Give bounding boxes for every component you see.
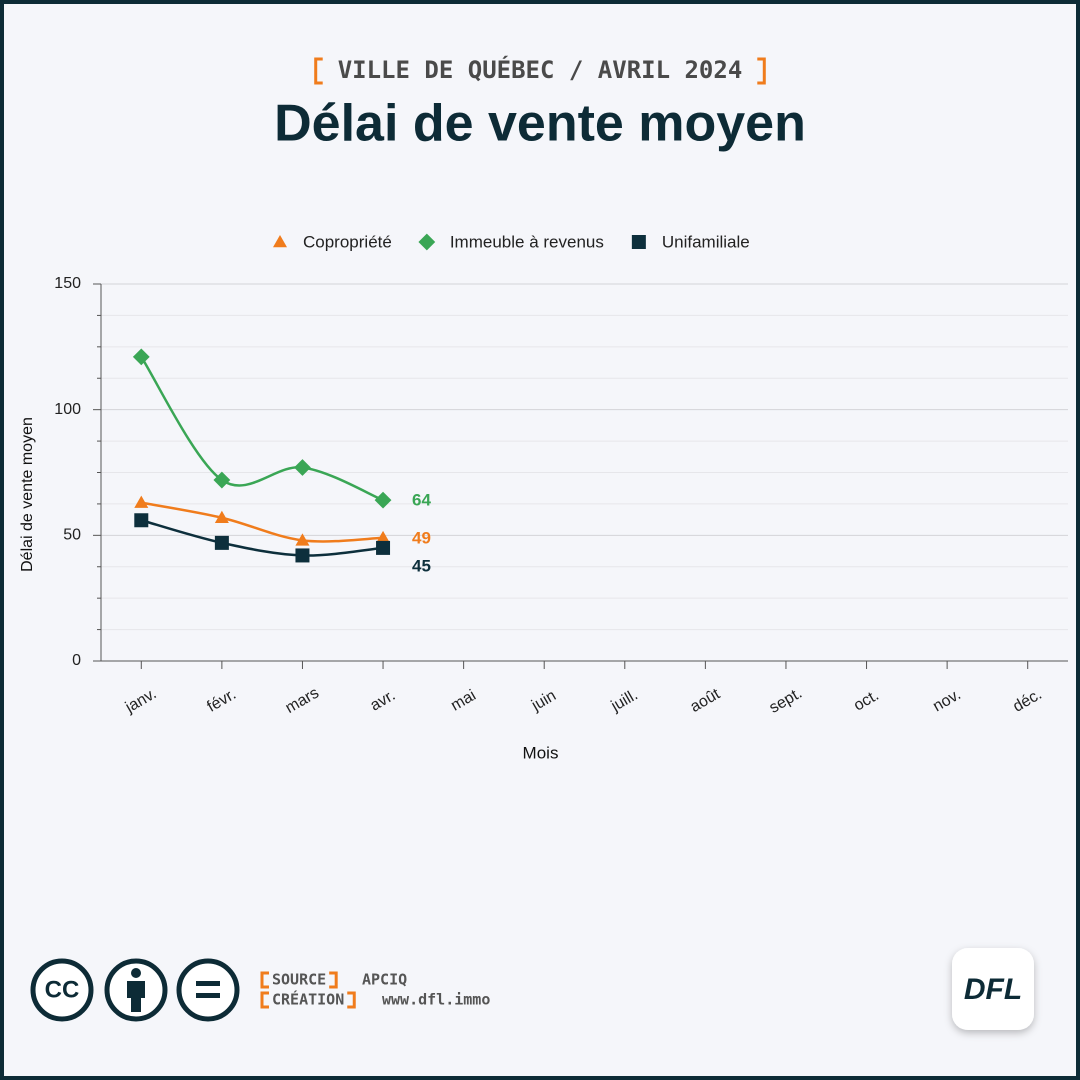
series-line [140, 356, 384, 502]
legend-label: Copropriété [303, 232, 392, 251]
marker [132, 348, 150, 366]
y-tick-label: 0 [72, 652, 81, 669]
marker [134, 513, 149, 528]
cc-text: CC [45, 976, 80, 1003]
series-line [141, 501, 384, 543]
marker [418, 233, 436, 251]
bracket [347, 991, 356, 1009]
background [4, 4, 1076, 1076]
data-label: 64 [412, 491, 431, 510]
footer: CC SOURCE APCIQ CRÉATION www.dfl.immo DF… [30, 948, 1034, 1030]
legend-label: Immeuble à revenus [450, 232, 604, 251]
subtitle: VILLE DE QUÉBEC / AVRIL 2024 [338, 55, 743, 84]
y-tick-label: 50 [63, 527, 81, 544]
bracket [329, 971, 338, 989]
legend-label: Unifamiliale [662, 232, 750, 251]
marker [273, 235, 287, 248]
creation: www.dfl.immo [382, 991, 490, 1009]
source-label: SOURCE [272, 971, 326, 989]
bracket [260, 971, 269, 989]
bracket [260, 991, 269, 1009]
nd-icon [176, 958, 240, 1022]
marker [295, 548, 310, 563]
x-axis-title: Mois [523, 743, 559, 762]
cc-icon [30, 958, 94, 1022]
y-axis-title: Délai de vente moyen [19, 417, 36, 572]
logo: DFL [964, 973, 1022, 1006]
marker [214, 535, 229, 550]
bracket [314, 57, 323, 85]
nd-bar [196, 981, 220, 986]
creation-label: CRÉATION [272, 990, 344, 1009]
data-label: 49 [412, 528, 431, 547]
marker [213, 471, 231, 489]
y-tick-label: 150 [54, 275, 81, 292]
title: Délai de vente moyen [274, 95, 806, 153]
logo-box [952, 948, 1034, 1030]
series-line [140, 519, 384, 557]
data-label: 45 [412, 556, 431, 575]
source: APCIQ [362, 971, 407, 989]
y-tick-label: 100 [54, 401, 81, 418]
marker [134, 495, 149, 508]
by-head [131, 968, 141, 978]
marker [374, 491, 392, 509]
marker [214, 510, 229, 523]
nd-bar [196, 993, 220, 998]
bracket [757, 57, 766, 85]
by-body [127, 981, 145, 1012]
marker [295, 533, 310, 546]
marker [294, 459, 311, 476]
marker [631, 235, 646, 249]
marker [376, 530, 391, 544]
marker [376, 540, 391, 555]
